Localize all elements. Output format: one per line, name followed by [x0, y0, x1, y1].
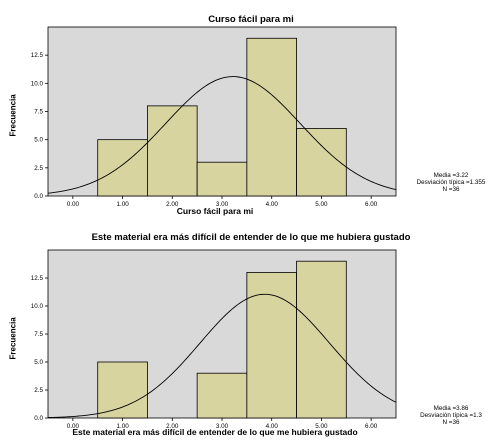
chart1-bar-1	[97, 139, 148, 197]
chart2-x-tick-label-4: 3.00	[216, 423, 229, 430]
chart1-y-tick-label-5: 10.0	[31, 80, 44, 87]
chart2-bar-1	[97, 361, 148, 419]
chart2-bar-2	[196, 372, 248, 419]
chart2-bar-4	[296, 260, 347, 419]
chart1-stat-sd: Desviación típica =1.355	[416, 179, 486, 186]
chart2-y-tick-label-5: 10.0	[31, 303, 44, 310]
chart2-plot: 0.0 2.5 5.0 7.5 10.0 12.5 0.00 1.00 2.00 3.00 4.00…	[31, 249, 397, 430]
chart2-stat-mean: Media =3.86	[433, 405, 469, 412]
chart2-y-tick-label-4: 7.5	[34, 331, 43, 338]
chart1-y-tick-label-2: 2.5	[34, 165, 43, 172]
chart1-x-tick-label-3: 2.00	[166, 201, 179, 208]
chart1-y-tick-label-6: 12.5	[31, 52, 44, 59]
chart1-x-tick-label-1: 0.00	[67, 201, 80, 208]
chart1-y-tick-label-3: 5.0	[34, 137, 43, 144]
chart1-y-tick-label-1: 0.0	[34, 193, 43, 200]
chart1-x-tick-label-7: 6.00	[365, 201, 378, 208]
chart2-x-tick-label-5: 4.00	[266, 423, 279, 430]
chart1-stat-mean: Media =3.22	[433, 172, 469, 179]
chart1-x-tick-label-2: 1.00	[116, 201, 129, 208]
chart2-title: Este material era más difícil de entende…	[91, 232, 411, 243]
chart2-x-tick-label-2: 1.00	[116, 423, 129, 430]
chart2-x-tick-label-6: 5.00	[315, 423, 328, 430]
chart1-stats: Media =3.22 Desviación típica =1.355 N =…	[400, 172, 502, 193]
chart1-bar-2	[147, 105, 198, 197]
chart2-y-tick-label-6: 12.5	[31, 275, 44, 282]
chart2-bar-3	[246, 271, 297, 419]
chart2-normal-curve	[47, 293, 397, 418]
chart2-x-tick-label-7: 6.00	[365, 423, 378, 430]
chart1-y-tick-label-4: 7.5	[34, 109, 43, 116]
chart1-x-tick-label-5: 4.00	[266, 201, 279, 208]
chart2-stat-n: N =36	[442, 419, 460, 426]
chart1-x-axis-label: Curso fácil para mi	[176, 206, 254, 216]
chart1-normal-curve	[47, 76, 397, 194]
chart1-x-tick-label-4: 3.00	[216, 201, 229, 208]
chart2-x-axis-label: Este material era más difícil de entende…	[72, 427, 358, 437]
chart2-y-tick-label-1: 0.0	[34, 415, 43, 422]
chart2-y-tick-label-3: 5.0	[34, 359, 43, 366]
chart1-title: Curso fácil para mi	[208, 14, 294, 25]
chart1-x-tick-label-6: 5.00	[315, 201, 328, 208]
chart2-stats: Media =3.86 Desviación típica =1.3 N =36	[400, 405, 502, 426]
chart1-plot: 0.0 2.5 5.0 7.5 10.0 12.5 0.00 1.00 2.00 3.00 4.00…	[31, 26, 397, 208]
chart1-stat-n: N =36	[442, 186, 460, 193]
chart2-stat-sd: Desviación típica =1.3	[420, 412, 482, 419]
chart2-x-tick-label-1: 0.00	[67, 423, 80, 430]
chart2-y-tick-label-2: 2.5	[34, 387, 43, 394]
chart2-x-tick-label-3: 2.00	[166, 423, 179, 430]
